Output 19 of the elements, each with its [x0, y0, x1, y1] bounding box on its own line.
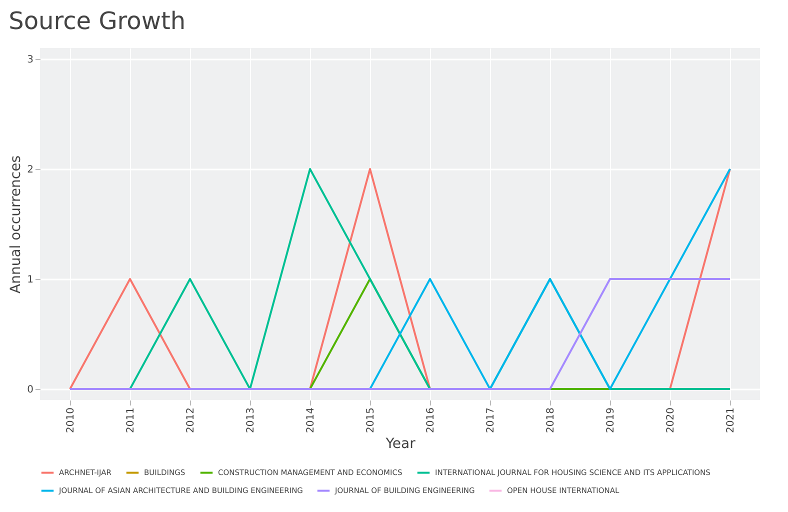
- x-tick-label: 2021: [726, 408, 736, 433]
- x-tick-label: 2010: [66, 408, 76, 433]
- x-tick-label: 2011: [126, 408, 136, 433]
- x-tick-label: 2015: [366, 408, 376, 433]
- chart-title: Source Growth: [8, 7, 186, 35]
- x-tick-label: 2013: [246, 408, 256, 433]
- x-tick-label: 2019: [606, 408, 616, 433]
- y-tick-label: 1: [27, 274, 34, 286]
- y-tick-label: 3: [27, 54, 34, 66]
- x-tick-label: 2018: [546, 408, 556, 433]
- y-tick-label: 2: [27, 164, 34, 176]
- x-tick-label: 2020: [666, 408, 676, 433]
- x-tick-label: 2017: [486, 408, 496, 433]
- x-tick-label: 2014: [306, 408, 316, 433]
- x-axis-title: Year: [384, 436, 416, 452]
- y-axis-title: Annual occurrences: [8, 156, 24, 294]
- x-tick-label: 2012: [186, 408, 196, 433]
- y-tick-label: 0: [27, 384, 34, 396]
- x-tick-label: 2016: [426, 408, 436, 433]
